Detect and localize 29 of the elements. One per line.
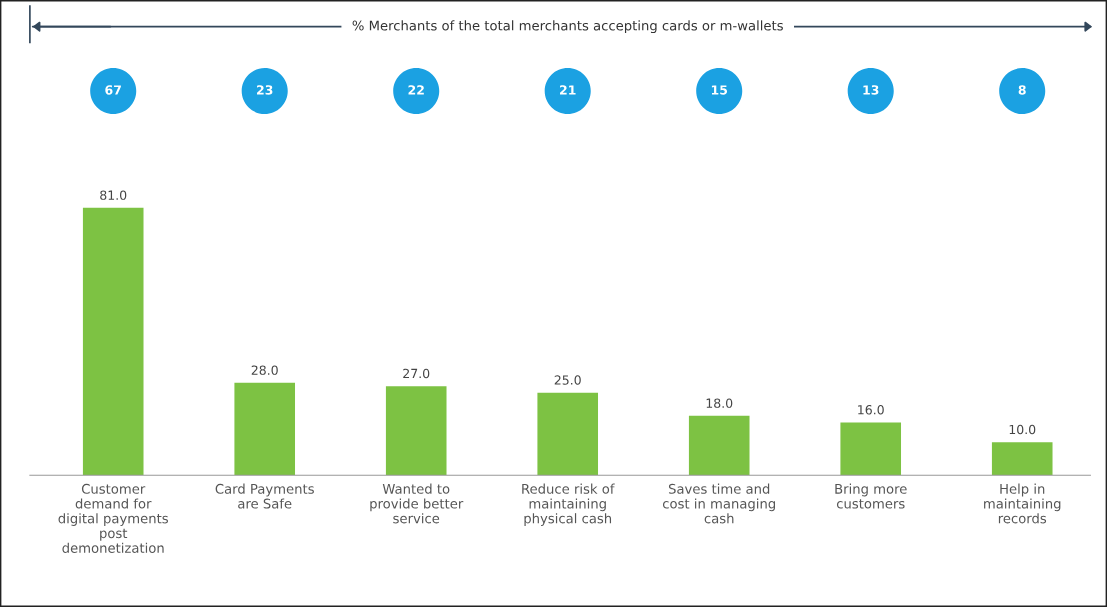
bar [82,207,144,476]
data-label: 23 [257,85,273,95]
data-label: 16.0 [858,405,884,415]
data-label: 10.0 [1009,424,1036,435]
x-tick-label: Reduce risk of maintaining physical cash [522,483,615,526]
bar [991,442,1053,476]
bar [688,415,750,476]
data-label: 18.0 [706,398,733,408]
data-label: 81.0 [100,190,127,200]
x-tick-label: Card Payments are Safe [215,483,314,509]
data-label: 13 [863,85,879,95]
x-tick-label: Customer demand for digital payments post demonetization [58,483,168,553]
data-label: 27.0 [403,368,430,379]
data-label: 15 [711,85,728,95]
data-label: 21 [560,85,576,95]
x-tick-label: Wanted to provide better service [370,483,464,524]
bar [537,392,599,476]
data-label: 22 [408,85,424,95]
data-label: 28.0 [251,365,278,375]
text: % Merchants of the total merchants accepting cards or m-wallets [352,20,783,34]
bar [840,422,902,476]
data-label: 25.0 [554,375,581,385]
x-tick-label: Saves time and cost in managing cash [662,483,775,524]
x-tick-label: Bring more customers [835,483,907,509]
bar [385,386,447,476]
bar [234,382,296,476]
data-label: 8 [1018,85,1026,95]
data-label: 67 [105,85,121,95]
x-tick-label: Help in maintaining records [984,483,1061,524]
